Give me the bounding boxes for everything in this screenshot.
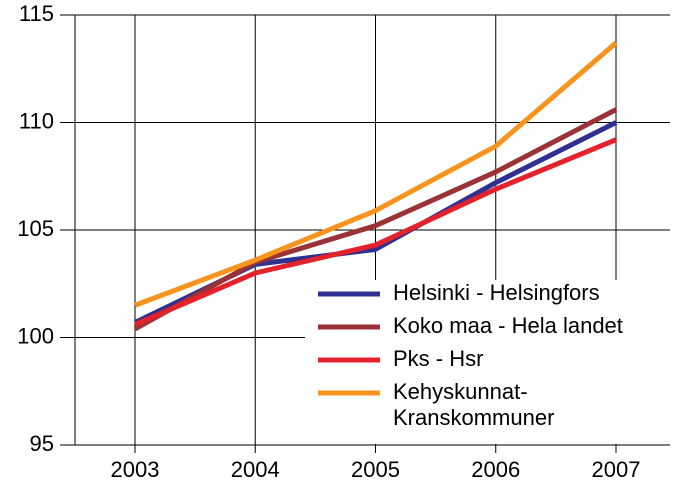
y-tick-label: 110 xyxy=(19,108,54,133)
legend-label: Koko maa - Hela landet xyxy=(393,313,623,338)
legend-label: Helsinki - Helsingfors xyxy=(393,280,600,305)
x-tick-label: 2005 xyxy=(351,457,400,482)
x-tick-label: 2006 xyxy=(471,457,520,482)
legend-label: Kehyskunnat-Kranskommuner xyxy=(393,379,554,430)
y-tick-label: 115 xyxy=(19,1,54,26)
x-tick-label: 2007 xyxy=(592,457,641,482)
data-line xyxy=(133,107,618,332)
data-line xyxy=(134,41,618,308)
data-line xyxy=(134,137,617,327)
legend-label: Pks - Hsr xyxy=(393,346,483,371)
x-tick-label: 2004 xyxy=(231,457,280,482)
y-tick-label: 95 xyxy=(30,431,54,456)
y-tick-label: 105 xyxy=(17,216,54,241)
y-tick-label: 100 xyxy=(17,323,54,348)
x-tick-label: 2003 xyxy=(111,457,160,482)
